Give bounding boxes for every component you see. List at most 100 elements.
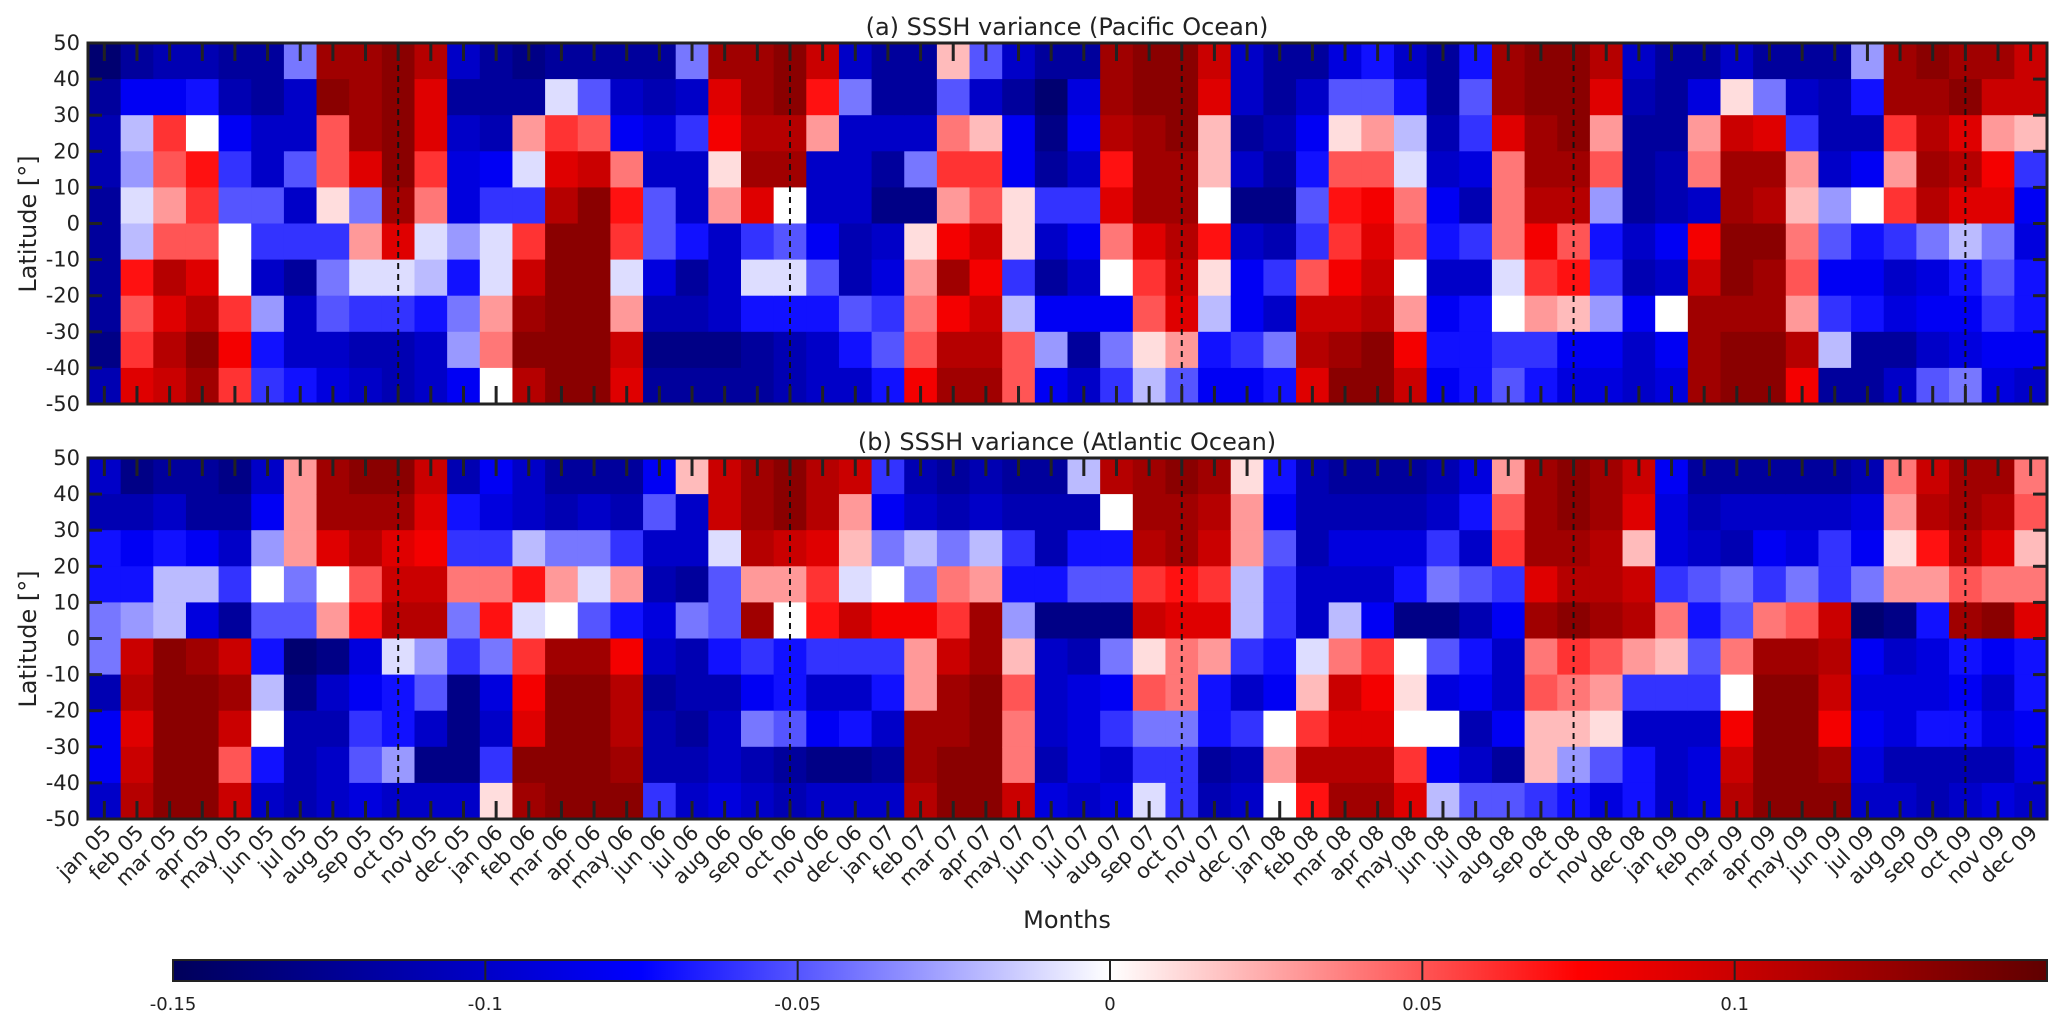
y-tick-label: -40 — [46, 771, 80, 795]
heatmap-cell — [838, 566, 873, 603]
heatmap-cell — [708, 494, 742, 531]
heatmap-cell — [969, 331, 1003, 369]
heatmap-cell — [512, 566, 546, 603]
heatmap-cell — [1949, 602, 1983, 640]
heatmap-cell — [1100, 187, 1134, 225]
heatmap-cell — [1720, 602, 1754, 640]
heatmap-cell — [2014, 79, 2048, 116]
heatmap-cell — [283, 746, 318, 784]
y-tick-label: 10 — [53, 590, 80, 614]
heatmap-cell — [1132, 115, 1167, 152]
heatmap-cell — [349, 746, 383, 784]
heatmap-cell — [414, 115, 448, 152]
heatmap-cell — [643, 295, 677, 333]
heatmap-cell — [479, 151, 514, 188]
heatmap-cell — [838, 259, 873, 297]
heatmap-cell — [1720, 638, 1754, 676]
heatmap-cell — [2014, 710, 2048, 748]
colorbar-tick-label: -0.1 — [468, 994, 503, 1015]
heatmap-cell — [1067, 223, 1101, 261]
heatmap-cell — [1230, 151, 1264, 188]
heatmap-cell — [1589, 151, 1624, 188]
heatmap-cell — [1132, 710, 1167, 748]
heatmap-cell — [1002, 746, 1036, 784]
heatmap-cell — [1655, 79, 1689, 116]
heatmap-cell — [1426, 151, 1460, 188]
heatmap-cell — [1394, 295, 1428, 333]
heatmap-cell — [1524, 602, 1558, 640]
heatmap-cell — [1198, 710, 1232, 748]
heatmap-cell — [610, 530, 644, 567]
heatmap-cell — [1589, 638, 1624, 676]
heatmap-cell — [1132, 151, 1167, 188]
heatmap-cell — [447, 259, 481, 297]
heatmap-cell — [316, 638, 350, 676]
heatmap-cell — [871, 674, 905, 712]
heatmap-cell — [1426, 295, 1460, 333]
heatmap-cell — [479, 746, 514, 784]
heatmap-cell — [1034, 746, 1069, 784]
heatmap-cell — [1459, 674, 1493, 712]
heatmap-cell — [904, 746, 938, 784]
y-tick-label: 10 — [53, 175, 80, 199]
heatmap-cell — [1230, 638, 1264, 676]
heatmap-cell — [414, 187, 448, 225]
heatmap-cell — [1622, 566, 1656, 603]
heatmap-cell — [1361, 295, 1395, 333]
heatmap-cell — [1361, 259, 1395, 297]
heatmap-cell — [577, 566, 611, 603]
heatmap-cell — [153, 331, 187, 369]
heatmap-cell — [1916, 746, 1950, 784]
y-tick-label: -30 — [46, 735, 80, 759]
heatmap-cell — [1100, 259, 1134, 297]
heatmap-cell — [218, 710, 252, 748]
heatmap-cell — [1132, 746, 1167, 784]
heatmap-cell — [643, 566, 677, 603]
heatmap-cell — [806, 746, 840, 784]
heatmap-cell — [479, 602, 514, 640]
heatmap-cell — [969, 602, 1003, 640]
heatmap-cell — [1230, 566, 1264, 603]
heatmap-cell — [1883, 151, 1917, 188]
heatmap-cell — [675, 530, 709, 567]
heatmap-cell — [1981, 746, 2015, 784]
heatmap-cell — [1916, 710, 1950, 748]
heatmap-cell — [414, 494, 448, 531]
heatmap-cell — [1067, 151, 1101, 188]
heatmap-cell — [1491, 223, 1526, 261]
heatmap-cell — [936, 295, 971, 333]
panel-atlantic: (b) SSSH variance (Atlantic Ocean) 50 40 3… — [14, 428, 2049, 831]
y-tick-label: 40 — [53, 482, 80, 506]
heatmap-cell — [1524, 674, 1558, 712]
heatmap-cell — [1916, 187, 1950, 225]
heatmap-cell — [1394, 494, 1428, 531]
heatmap-cell — [1328, 602, 1362, 640]
heatmap-cell — [1785, 602, 1820, 640]
heatmap-cell — [1916, 602, 1950, 640]
heatmap-cell — [1851, 331, 1885, 369]
heatmap-cell — [838, 79, 873, 116]
y-tick-label: -30 — [46, 320, 80, 344]
heatmap-cell — [1524, 79, 1558, 116]
heatmap-cell — [1622, 259, 1656, 297]
heatmap-cell — [1034, 331, 1069, 369]
heatmap-cell — [741, 566, 775, 603]
heatmap-cell — [1883, 746, 1917, 784]
heatmap-cell — [1622, 638, 1656, 676]
heatmap-cell — [708, 602, 742, 640]
heatmap-cell — [2014, 494, 2048, 531]
heatmap-cell — [1034, 151, 1069, 188]
heatmap-cell — [1002, 79, 1036, 116]
heatmap-cell — [577, 151, 611, 188]
panel-b-cells — [88, 458, 2048, 820]
y-tick-label: -10 — [46, 663, 80, 687]
heatmap-cell — [643, 223, 677, 261]
heatmap-cell — [283, 79, 318, 116]
heatmap-cell — [1524, 494, 1558, 531]
heatmap-cell — [643, 115, 677, 152]
heatmap-cell — [1067, 638, 1101, 676]
heatmap-cell — [577, 602, 611, 640]
heatmap-cell — [349, 295, 383, 333]
heatmap-cell — [1459, 566, 1493, 603]
heatmap-cell — [741, 151, 775, 188]
